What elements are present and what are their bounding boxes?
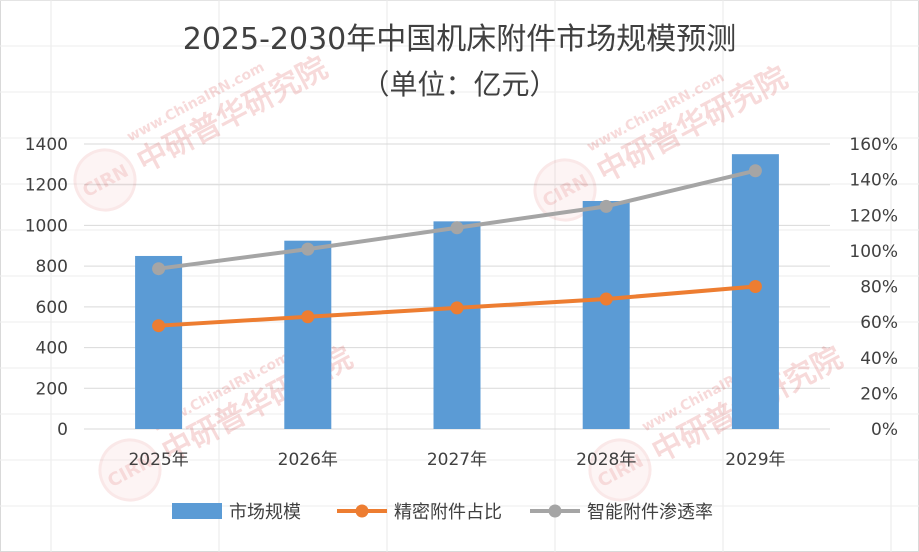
y-right-tick-label: 140% — [849, 171, 898, 191]
series-point — [152, 262, 166, 276]
line-series — [152, 164, 762, 333]
y-right-tick-label: 20% — [860, 384, 898, 404]
y-right-tick-label: 60% — [860, 313, 898, 333]
y-right-tick-label: 100% — [849, 242, 898, 262]
chart-subtitle: （单位：亿元） — [361, 68, 558, 101]
legend-label: 市场规模 — [229, 502, 301, 523]
y-left-tick-label: 0 — [57, 420, 68, 440]
y-left-tick-label: 800 — [36, 257, 68, 277]
series-point — [450, 301, 464, 315]
series-point — [450, 221, 464, 235]
y-left-tick-label: 1400 — [25, 135, 68, 155]
x-tick-label: 2025年 — [128, 450, 188, 470]
watermark-logo — [588, 438, 652, 502]
x-tick-label: 2026年 — [278, 450, 338, 470]
y-left-tick-label: 600 — [36, 298, 68, 318]
legend-marker — [548, 504, 562, 518]
series-point — [301, 310, 315, 324]
bar — [582, 201, 630, 429]
bar — [135, 255, 183, 429]
y-right-tick-label: 160% — [849, 135, 898, 155]
y-left-tick-label: 200 — [36, 379, 68, 399]
y-left-tick-label: 1200 — [25, 176, 68, 196]
series-point — [599, 292, 613, 306]
legend-item: 市场规模 — [172, 502, 301, 523]
bar — [433, 221, 481, 429]
y-right-tick-label: 80% — [860, 278, 898, 298]
watermark-logo — [73, 148, 137, 212]
chart-title: 2025-2030年中国机床附件市场规模预测 — [182, 22, 737, 57]
x-axis: 2025年 2026年 2027年 2028年 2029年 — [128, 450, 785, 470]
x-tick-label: 2027年 — [427, 450, 487, 470]
series-point — [748, 164, 762, 178]
x-tick-label: 2029年 — [725, 450, 785, 470]
y-right-tick-label: 120% — [849, 206, 898, 226]
y-left-axis: 0 200 400 600 800 1000 1200 1400 — [25, 135, 68, 440]
watermark-logo — [533, 158, 597, 222]
watermark-logo — [98, 438, 162, 502]
legend: 市场规模 精密附件占比 智能附件渗透率 — [172, 502, 713, 523]
y-right-axis: 0% 20% 40% 60% 80% 100% 120% 140% 160% — [849, 135, 898, 440]
bar — [284, 240, 332, 429]
bar-series — [135, 154, 779, 429]
y-left-tick-label: 400 — [36, 339, 68, 359]
x-tick-label: 2028年 — [576, 450, 636, 470]
legend-swatch — [172, 503, 222, 519]
series-point — [301, 242, 315, 256]
y-left-tick-label: 1000 — [25, 216, 68, 236]
legend-item: 智能附件渗透率 — [530, 502, 713, 523]
y-right-tick-label: 40% — [860, 349, 898, 369]
legend-label: 智能附件渗透率 — [587, 502, 713, 523]
legend-label: 精密附件占比 — [394, 502, 502, 523]
legend-item: 精密附件占比 — [337, 502, 502, 523]
series-point — [599, 199, 613, 213]
series-point — [748, 280, 762, 293]
legend-marker — [355, 504, 369, 518]
series-point — [152, 319, 166, 333]
y-right-tick-label: 0% — [871, 420, 898, 440]
